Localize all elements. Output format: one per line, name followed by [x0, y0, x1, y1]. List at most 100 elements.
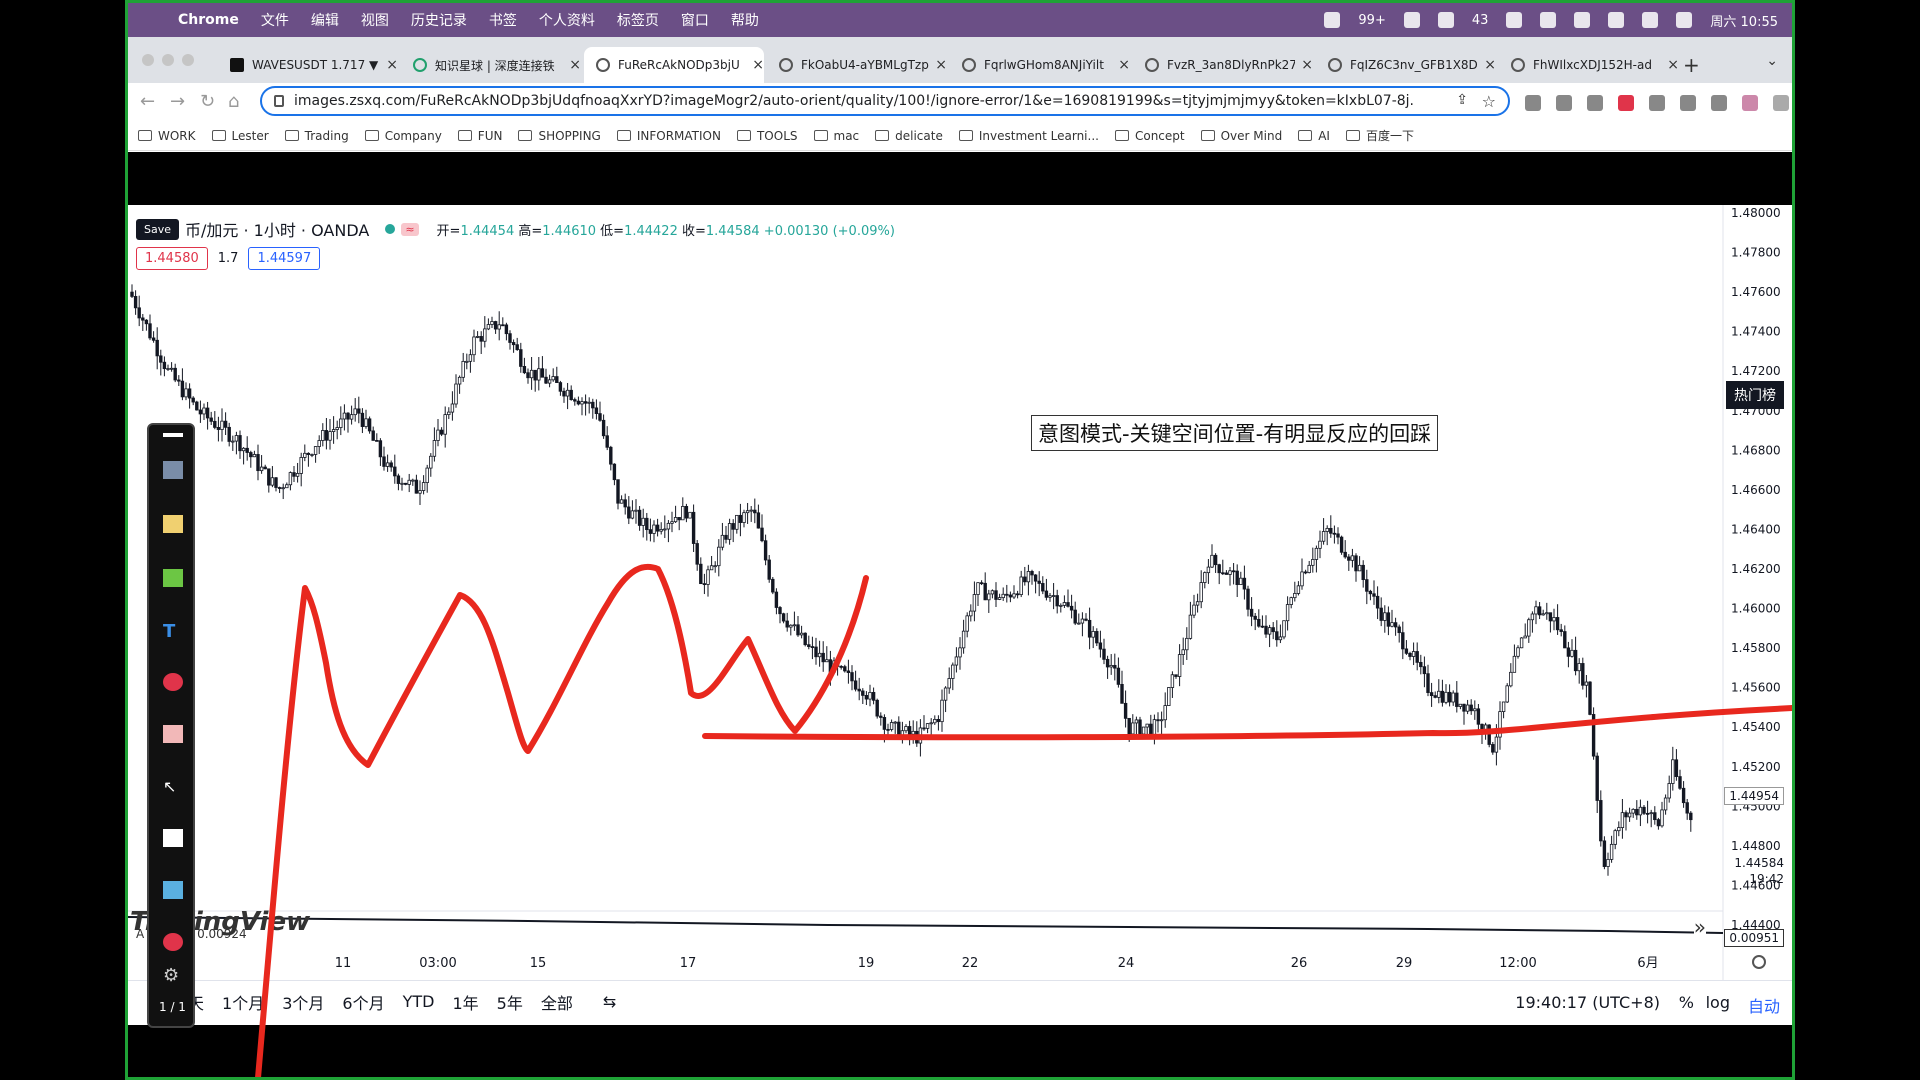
shape-tool-icon[interactable] [163, 673, 183, 691]
extension-4-icon[interactable] [1618, 95, 1634, 111]
menu-app-name[interactable]: Chrome [178, 12, 239, 28]
range-5y[interactable]: 5年 [496, 993, 523, 1013]
bookmark-star-icon[interactable]: ☆ [1481, 92, 1496, 111]
tab-4[interactable]: FkOabU4-aYBMLgTzp × [767, 47, 947, 83]
menu-help[interactable]: 帮助 [730, 13, 759, 29]
new-tab-icon[interactable]: + [1683, 53, 1700, 77]
control-center-icon[interactable] [1676, 12, 1693, 28]
tab-8[interactable]: FhWIlxcXDJ152H-ad × [1499, 47, 1679, 83]
bookmark-item[interactable]: 百度一下 [1345, 127, 1414, 144]
extension-1-icon[interactable] [1525, 95, 1541, 111]
menu-window[interactable]: 窗口 [680, 13, 709, 29]
log-toggle[interactable]: log [1705, 993, 1730, 1012]
window-close-icon[interactable] [142, 54, 154, 66]
menu-bookmarks[interactable]: 书签 [488, 13, 517, 29]
extension-icon[interactable] [1324, 12, 1341, 28]
reload-icon[interactable]: ↻ [200, 91, 216, 112]
bookmark-item[interactable]: INFORMATION [616, 129, 721, 143]
tab-close-icon[interactable]: × [1118, 57, 1130, 73]
tab-close-icon[interactable]: × [1667, 57, 1679, 73]
annotation-text-box[interactable]: 意图模式-关键空间位置-有明显反应的回踩 [1031, 415, 1439, 451]
tab-close-icon[interactable]: × [386, 57, 398, 73]
extension-7-icon[interactable] [1711, 95, 1727, 111]
pointer-icon[interactable]: ↖ [163, 777, 177, 796]
bookmark-item[interactable]: mac [813, 129, 859, 143]
bookmark-item[interactable]: FUN [457, 129, 502, 143]
wechat-count[interactable]: 43 [1471, 12, 1489, 28]
sell-price-button[interactable]: 1.44580 [136, 247, 208, 270]
range-3m[interactable]: 3个月 [282, 993, 325, 1013]
notification-badge[interactable]: 99+ [1358, 12, 1386, 28]
bookmark-item[interactable]: AI [1298, 129, 1330, 143]
tab-close-icon[interactable]: × [752, 57, 764, 73]
range-ytd[interactable]: YTD [402, 992, 435, 1011]
wifi-icon[interactable] [1608, 12, 1625, 28]
camera-icon[interactable] [1403, 12, 1420, 28]
pencil-icon[interactable] [163, 515, 183, 533]
tab-7[interactable]: FqIZ6C3nv_GFB1X8D × [1316, 47, 1496, 83]
range-all[interactable]: 全部 [540, 993, 573, 1013]
candlestick-chart[interactable]: 1.480001.478001.476001.474001.472001.470… [128, 205, 1795, 980]
app-icon[interactable] [1437, 12, 1454, 28]
battery-icon[interactable] [1574, 12, 1591, 28]
window-minimize-icon[interactable] [162, 54, 174, 66]
forward-icon[interactable]: → [170, 91, 186, 112]
bookmark-item[interactable]: Lester [211, 129, 269, 143]
text-tool-icon[interactable]: T [163, 621, 176, 642]
save-button[interactable]: Save [136, 218, 180, 240]
address-url[interactable]: images.zsxq.com/FuReRcAkNODp3bjUdqfnoaqX… [294, 93, 1414, 109]
expand-icon[interactable]: » [1693, 915, 1706, 939]
extension-8-icon[interactable] [1742, 95, 1758, 111]
hotlist-button[interactable]: 热门榜 [1726, 381, 1784, 409]
home-icon[interactable]: ⌂ [228, 91, 240, 112]
range-1y[interactable]: 1年 [452, 993, 479, 1013]
puzzle-icon[interactable] [1773, 95, 1789, 111]
bookmark-item[interactable]: Concept [1114, 129, 1185, 143]
record-icon[interactable] [163, 933, 183, 951]
timezone-label[interactable]: 19:40:17 (UTC+8) [1515, 993, 1660, 1012]
percent-toggle[interactable]: % [1678, 993, 1694, 1012]
tab-5[interactable]: FqrlwGHom8ANJiYilt × [950, 47, 1130, 83]
minimize-icon[interactable] [163, 433, 183, 437]
back-icon[interactable]: ← [140, 91, 156, 112]
lock-icon[interactable] [274, 95, 284, 107]
range-6m[interactable]: 6个月 [342, 993, 385, 1013]
tab-3[interactable]: FuReRcAkNODp3bjU × [584, 47, 764, 83]
menu-file[interactable]: 文件 [260, 13, 289, 29]
whiteboard-icon[interactable] [163, 829, 183, 847]
tab-1[interactable]: WAVESUSDT 1.717 ▼ × [218, 47, 398, 83]
menu-tabs[interactable]: 标签页 [616, 13, 659, 29]
tab-close-icon[interactable]: × [1301, 57, 1313, 73]
screen-icon[interactable] [163, 461, 183, 479]
bookmark-item[interactable]: Over Mind [1200, 129, 1282, 143]
search-icon[interactable] [1642, 12, 1659, 28]
gear-icon[interactable]: ⚙ [163, 965, 180, 986]
bookmark-item[interactable]: Investment Learni... [958, 129, 1099, 143]
buy-price-button[interactable]: 1.44597 [248, 247, 321, 270]
window-zoom-icon[interactable] [182, 54, 194, 66]
bookmark-item[interactable]: TOOLS [736, 129, 798, 143]
settings-gear-icon[interactable] [1752, 955, 1766, 969]
share-icon[interactable]: ⇪ [1456, 92, 1468, 108]
bookmark-item[interactable]: delicate [875, 129, 943, 143]
bookmark-item[interactable]: WORK [138, 129, 196, 143]
extension-5-icon[interactable] [1649, 95, 1665, 111]
symbol-title[interactable]: 币/加元 · 1小时 · OANDA [185, 221, 370, 240]
address-bar[interactable]: images.zsxq.com/FuReRcAkNODp3bjUdqfnoaqX… [260, 86, 1510, 116]
eraser-icon[interactable] [163, 725, 183, 743]
extension-3-icon[interactable] [1587, 95, 1603, 111]
bookmark-item[interactable]: Company [364, 129, 442, 143]
bookmark-item[interactable]: SHOPPING [518, 129, 601, 143]
line-tool-icon[interactable] [163, 881, 183, 899]
bookmark-item[interactable]: Trading [284, 129, 349, 143]
wave-icon[interactable]: ≈ [401, 222, 419, 236]
menu-view[interactable]: 视图 [360, 13, 389, 29]
menubar-clock[interactable]: 周六 10:55 [1710, 14, 1778, 30]
extension-2-icon[interactable] [1556, 95, 1572, 111]
play-icon[interactable] [1540, 12, 1557, 28]
menu-edit[interactable]: 编辑 [310, 13, 339, 29]
highlighter-icon[interactable] [163, 569, 183, 587]
tab-6[interactable]: FvzR_3an8DlyRnPk27 × [1133, 47, 1313, 83]
tab-close-icon[interactable]: × [1484, 57, 1496, 73]
tab-2[interactable]: 知识星球 | 深度连接铁 × [401, 47, 581, 83]
